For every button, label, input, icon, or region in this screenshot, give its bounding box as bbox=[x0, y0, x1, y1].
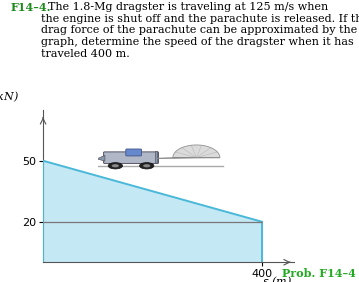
X-axis label: $s$ (m): $s$ (m) bbox=[262, 274, 292, 282]
Text: The 1.8-Mg dragster is traveling at 125 m/s when
the engine is shut off and the : The 1.8-Mg dragster is traveling at 125 … bbox=[41, 2, 359, 59]
Text: F14–4.: F14–4. bbox=[11, 2, 51, 13]
Text: Prob. F14–4: Prob. F14–4 bbox=[281, 268, 355, 279]
Y-axis label: $F_D$ (kN): $F_D$ (kN) bbox=[0, 89, 19, 104]
